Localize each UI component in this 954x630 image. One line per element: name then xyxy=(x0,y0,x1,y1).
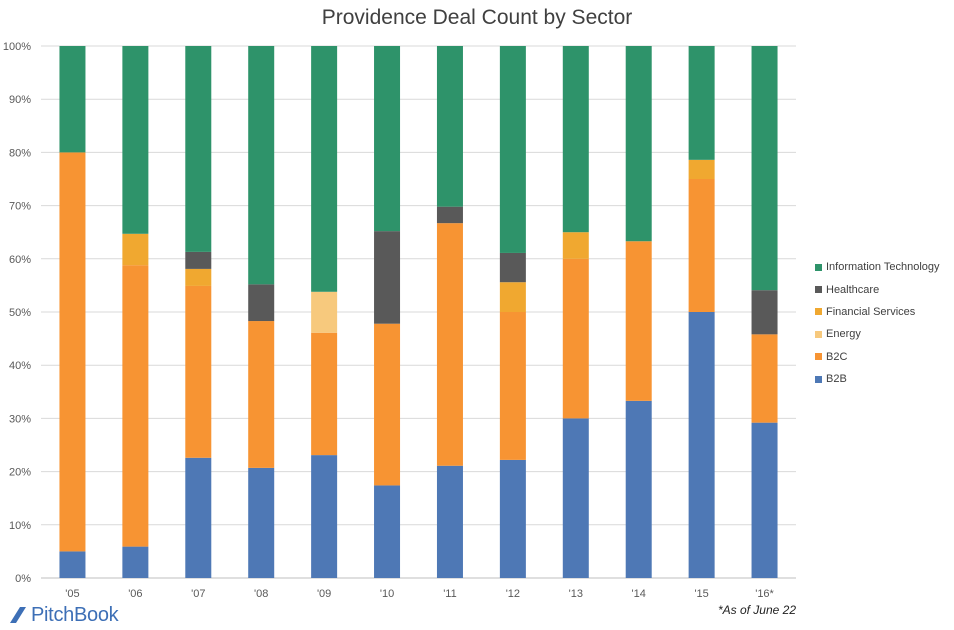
pitchbook-logo: PitchBook xyxy=(8,602,119,628)
x-tick-label: '06 xyxy=(128,588,142,600)
y-tick-label: 50% xyxy=(9,307,31,319)
bar-segment-b2b xyxy=(248,467,275,578)
bar-segment-b2c xyxy=(185,285,212,458)
y-tick-label: 40% xyxy=(9,360,31,372)
y-tick-label: 100% xyxy=(3,41,31,53)
y-tick-label: 10% xyxy=(9,520,31,532)
bar-segment-healthcare xyxy=(185,251,212,269)
y-tick-label: 80% xyxy=(9,147,31,159)
bar-segment-b2b xyxy=(311,455,338,578)
x-tick-label: '14 xyxy=(632,588,646,600)
legend-label: Financial Services xyxy=(826,305,916,318)
bar-segment-b2c xyxy=(122,265,149,547)
x-tick-label: '05 xyxy=(65,588,79,600)
bar-segment-b2c xyxy=(374,323,401,486)
legend-item: Energy xyxy=(815,323,940,345)
bar-segment-information-technology xyxy=(625,46,652,242)
legend-swatch xyxy=(815,353,822,361)
y-tick-label: 60% xyxy=(9,254,31,266)
bar-segment-b2c xyxy=(562,258,589,419)
bar-segment-b2b xyxy=(185,457,212,578)
bar-segment-information-technology xyxy=(185,46,212,252)
x-tick-label: '10 xyxy=(380,588,394,600)
bar-segment-information-technology xyxy=(311,46,338,292)
legend-label: Healthcare xyxy=(826,283,880,296)
y-tick-label: 70% xyxy=(9,201,31,213)
bar-segment-b2b xyxy=(688,312,715,578)
bar-segment-b2b xyxy=(122,546,149,578)
chart-title: Providence Deal Count by Sector xyxy=(321,6,633,29)
legend-label: Information Technology xyxy=(826,261,940,274)
bar-segment-information-technology xyxy=(499,46,526,253)
bar-segment-information-technology xyxy=(751,46,778,291)
bar-segment-b2c xyxy=(436,223,463,466)
legend-label: B2C xyxy=(826,350,848,363)
legend-item: B2B xyxy=(815,368,940,390)
legend-item: Financial Services xyxy=(815,301,940,323)
legend-item: Information Technology xyxy=(815,256,940,278)
bar-segment-b2b xyxy=(374,485,401,578)
bar-segment-b2c xyxy=(499,312,526,460)
bar-segment-healthcare xyxy=(436,206,463,224)
legend-swatch xyxy=(815,263,822,271)
footnote: *As of June 22 xyxy=(717,603,796,617)
bar-segment-b2c xyxy=(688,179,715,312)
legend-item: Healthcare xyxy=(815,278,940,300)
bar-segment-information-technology xyxy=(562,46,589,233)
bar-segment-financial-services xyxy=(185,268,212,286)
legend-swatch xyxy=(815,286,822,294)
bar-segment-information-technology xyxy=(248,46,275,285)
x-tick-label: '13 xyxy=(569,588,583,600)
bar-segment-information-technology xyxy=(122,46,149,234)
x-tick-label: '07 xyxy=(191,588,205,600)
legend-swatch xyxy=(815,375,822,383)
x-tick-label: '16* xyxy=(755,588,774,600)
legend-item: B2C xyxy=(815,346,940,368)
legend-swatch xyxy=(815,330,822,338)
bar-segment-information-technology xyxy=(436,46,463,207)
bar-segment-b2c xyxy=(248,321,275,468)
bar-segment-b2b xyxy=(625,400,652,578)
bar-segment-information-technology xyxy=(59,46,86,153)
legend-label: Energy xyxy=(826,328,861,341)
pitchbook-logo-icon xyxy=(10,607,26,623)
y-tick-label: 20% xyxy=(9,467,31,479)
bar-segment-healthcare xyxy=(751,290,778,335)
x-tick-label: '15 xyxy=(694,588,708,600)
legend-swatch xyxy=(815,308,822,316)
bar-segment-b2b xyxy=(499,459,526,578)
y-tick-label: 30% xyxy=(9,413,31,425)
bar-segment-b2b xyxy=(751,422,778,578)
bar-segment-healthcare xyxy=(248,284,275,322)
bar-segment-b2c xyxy=(311,332,338,456)
bar-segment-financial-services xyxy=(122,233,149,266)
bar-segment-b2c xyxy=(625,241,652,401)
bar-segment-information-technology xyxy=(688,46,715,160)
bar-segment-energy xyxy=(311,291,338,333)
legend-label: B2B xyxy=(826,373,847,386)
bar-segment-b2c xyxy=(59,152,86,552)
bar-segment-healthcare xyxy=(499,252,526,283)
bar-segment-b2b xyxy=(436,465,463,578)
x-tick-label: '08 xyxy=(254,588,268,600)
bar-segment-b2b xyxy=(562,418,589,578)
y-tick-label: 0% xyxy=(15,573,31,585)
chart-legend: Information Technology Healthcare Financia… xyxy=(815,256,940,390)
x-tick-label: '12 xyxy=(506,588,520,600)
bar-segment-financial-services xyxy=(688,159,715,179)
bar-segment-information-technology xyxy=(374,46,401,232)
y-tick-label: 90% xyxy=(9,94,31,106)
x-tick-label: '11 xyxy=(443,588,457,600)
bar-segment-b2b xyxy=(59,551,86,578)
x-tick-label: '09 xyxy=(317,588,331,600)
bar-segment-financial-services xyxy=(499,282,526,312)
bar-segment-b2c xyxy=(751,334,778,423)
bar-segment-healthcare xyxy=(374,231,401,324)
pitchbook-logo-text: PitchBook xyxy=(31,603,119,626)
bar-segment-financial-services xyxy=(562,232,589,259)
